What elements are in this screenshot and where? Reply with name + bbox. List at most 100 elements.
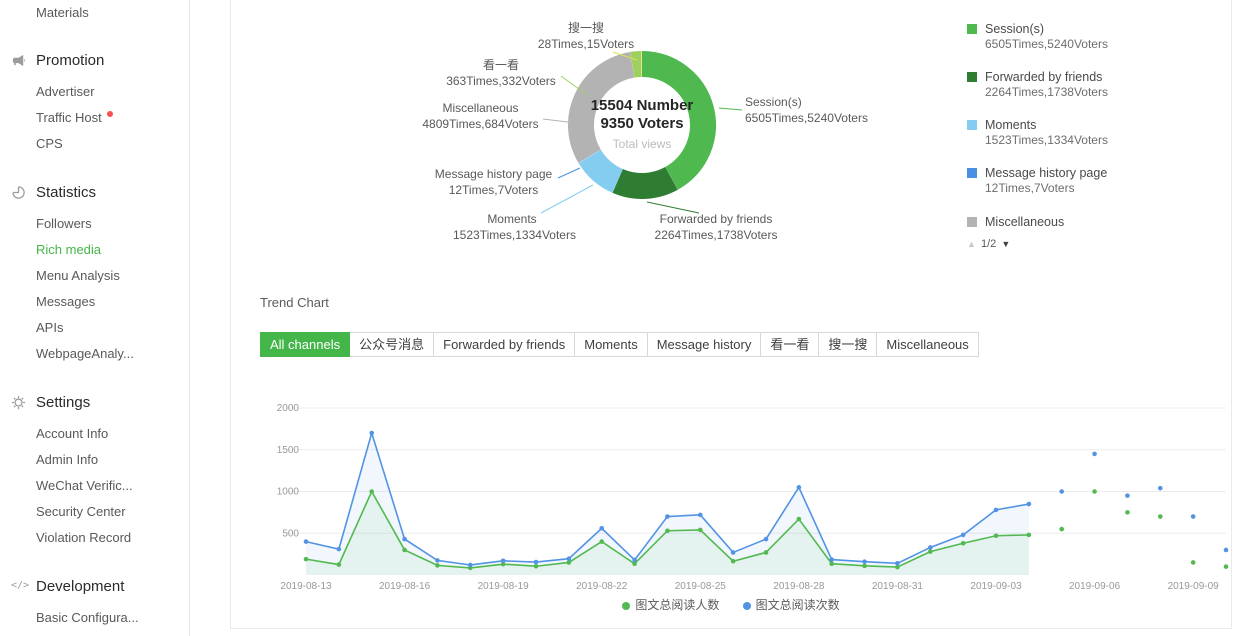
sidebar-item-messages[interactable]: Messages xyxy=(36,294,96,309)
pie-label-name: Message history page xyxy=(434,167,553,181)
legend-next-icon[interactable]: ▼ xyxy=(1001,239,1011,249)
tab-search[interactable]: 搜一搜 xyxy=(818,332,878,357)
svg-text:2019-09-06: 2019-09-06 xyxy=(1069,581,1121,592)
legend-page-indicator: 1/2 xyxy=(980,238,997,250)
views-donut-chart[interactable] xyxy=(561,44,723,206)
svg-text:2019-09-03: 2019-09-03 xyxy=(970,581,1022,592)
code-icon: </> xyxy=(11,580,30,591)
svg-text:500: 500 xyxy=(282,528,299,539)
sidebar-item-webpage-analysis[interactable]: WebpageAnaly... xyxy=(36,346,134,361)
gear-icon xyxy=(11,395,27,411)
legend-swatch xyxy=(967,217,977,227)
pie-label-stats: 6505Times,5240Voters xyxy=(745,111,868,125)
sidebar-item-admin-info[interactable]: Admin Info xyxy=(36,452,99,467)
pie-label-name: Moments xyxy=(487,212,537,226)
legend-label: Message history page xyxy=(985,166,1108,180)
tab-forwarded-by-friends[interactable]: Forwarded by friends xyxy=(433,332,576,357)
trend-chart-title: Trend Chart xyxy=(260,295,329,310)
blue-dot-icon xyxy=(742,602,751,610)
legend-swatch xyxy=(967,24,977,34)
legend-swatch xyxy=(967,72,977,82)
legend-swatch xyxy=(967,168,977,178)
pie-label-name: 看一看 xyxy=(482,58,519,72)
trend-legend-readers[interactable]: 图文总阅读人数 xyxy=(622,598,719,612)
tab-moments[interactable]: Moments xyxy=(574,332,648,357)
sidebar-section-statistics[interactable]: Statistics xyxy=(36,184,97,201)
svg-text:2019-08-25: 2019-08-25 xyxy=(675,581,727,592)
legend-label: Miscellaneous xyxy=(985,215,1065,229)
sidebar-section-development[interactable]: Development xyxy=(36,578,125,595)
sidebar-item-traffic-host[interactable]: Traffic Host xyxy=(36,110,113,125)
svg-text:2019-08-19: 2019-08-19 xyxy=(478,581,530,592)
pie-label-stats: 1523Times,1334Voters xyxy=(453,228,576,242)
svg-text:2019-08-28: 2019-08-28 xyxy=(773,581,825,592)
svg-text:2019-08-22: 2019-08-22 xyxy=(576,581,628,592)
legend-item-miscellaneous[interactable]: Miscellaneous xyxy=(967,215,1197,230)
svg-text:2000: 2000 xyxy=(277,403,300,414)
legend-item-moments[interactable]: Moments 1523Times,1334Voters xyxy=(967,118,1197,148)
trend-legend: 图文总阅读人数 图文总阅读次数 xyxy=(231,596,1231,613)
sidebar-section-settings[interactable]: Settings xyxy=(36,394,91,411)
legend-item-message-history[interactable]: Message history page 12Times,7Voters xyxy=(967,166,1197,196)
sidebar-item-security-center[interactable]: Security Center xyxy=(36,504,126,519)
pie-label-name: Forwarded by friends xyxy=(659,212,773,226)
pie-label-search: 搜一搜 28Times,15Voters xyxy=(531,20,641,52)
sidebar-item-basic-configuration[interactable]: Basic Configura... xyxy=(36,610,139,625)
sidebar-item-rich-media[interactable]: Rich media xyxy=(36,242,102,257)
tab-all-channels[interactable]: All channels xyxy=(260,332,351,357)
legend-item-sessions[interactable]: Session(s) 6505Times,5240Voters xyxy=(967,22,1197,52)
trend-line-chart[interactable]: 500 1000 1500 2000 2019-08-13 2019-08-16 2019-… xyxy=(251,395,1240,605)
svg-text:2019-09-09: 2019-09-09 xyxy=(1168,581,1220,592)
pie-chart-icon xyxy=(11,185,27,201)
legend-stats: 1523Times,1334Voters xyxy=(985,133,1108,147)
sidebar-item-apis[interactable]: APIs xyxy=(36,320,64,335)
pie-label-name: 搜一搜 xyxy=(567,21,604,35)
sidebar-item-advertiser[interactable]: Advertiser xyxy=(36,84,95,99)
tab-top-stories[interactable]: 看一看 xyxy=(760,332,820,357)
sidebar-section-promotion[interactable]: Promotion xyxy=(36,52,105,69)
trend-legend-label: 图文总阅读次数 xyxy=(755,598,840,612)
pie-label-name: Session(s) xyxy=(745,95,802,109)
pie-label-miscellaneous: Miscellaneous 4809Times,684Voters xyxy=(418,100,543,132)
sidebar-item-wechat-verification[interactable]: WeChat Verific... xyxy=(36,478,133,493)
legend-stats: 6505Times,5240Voters xyxy=(985,37,1108,51)
pie-label-name: Miscellaneous xyxy=(442,101,519,115)
legend-stats: 2264Times,1738Voters xyxy=(985,85,1108,99)
sidebar-item-menu-analysis[interactable]: Menu Analysis xyxy=(36,268,120,283)
pie-label-top-stories: 看一看 363Times,332Voters xyxy=(441,57,561,89)
pie-label-stats: 363Times,332Voters xyxy=(446,74,556,88)
pie-label-stats: 12Times,7Voters xyxy=(448,183,539,197)
legend-swatch xyxy=(967,120,977,130)
svg-text:1000: 1000 xyxy=(277,487,300,498)
svg-text:2019-08-13: 2019-08-13 xyxy=(280,581,332,592)
legend-pager: ▲ 1/2 ▼ xyxy=(967,238,1010,250)
pie-label-stats: 4809Times,684Voters xyxy=(422,117,539,131)
pie-label-forwarded: Forwarded by friends 2264Times,1738Voter… xyxy=(651,211,781,243)
sidebar-item-cps[interactable]: CPS xyxy=(36,136,63,151)
megaphone-icon xyxy=(11,53,27,69)
sidebar-item-label: Traffic Host xyxy=(36,110,102,125)
sidebar-item-account-info[interactable]: Account Info xyxy=(36,426,109,441)
legend-item-forwarded[interactable]: Forwarded by friends 2264Times,1738Voter… xyxy=(967,70,1197,100)
tab-miscellaneous[interactable]: Miscellaneous xyxy=(876,332,979,357)
unread-dot xyxy=(106,111,113,117)
trend-legend-reads[interactable]: 图文总阅读次数 xyxy=(742,598,840,612)
tab-message-history[interactable]: Message history xyxy=(646,332,762,357)
pie-label-moments: Moments 1523Times,1334Voters xyxy=(453,211,576,243)
sidebar-item-followers[interactable]: Followers xyxy=(36,216,92,231)
rich-media-statistics-panel: 15504 Number 9350 Voters Total views 搜一搜… xyxy=(230,0,1232,629)
pie-label-message-history: Message history page 12Times,7Voters xyxy=(431,166,556,198)
tab-official-account-message[interactable]: 公众号消息 xyxy=(349,332,435,357)
sidebar-item-materials[interactable]: Materials xyxy=(36,5,89,20)
sidebar-item-violation-record[interactable]: Violation Record xyxy=(36,530,132,545)
legend-label: Session(s) xyxy=(985,22,1045,36)
pie-label-sessions: Session(s) 6505Times,5240Voters xyxy=(745,94,875,126)
svg-text:1500: 1500 xyxy=(277,445,300,456)
pie-label-stats: 28Times,15Voters xyxy=(537,37,635,51)
green-dot-icon xyxy=(622,602,631,610)
legend-label: Forwarded by friends xyxy=(985,70,1103,84)
legend-label: Moments xyxy=(985,118,1037,132)
svg-text:2019-08-16: 2019-08-16 xyxy=(379,581,431,592)
legend-prev-icon[interactable]: ▲ xyxy=(967,239,976,249)
